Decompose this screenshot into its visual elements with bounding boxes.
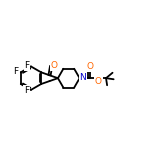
Text: F: F	[24, 86, 29, 95]
Text: F: F	[13, 67, 18, 76]
Text: O: O	[51, 61, 58, 70]
Text: O: O	[95, 77, 102, 86]
Text: N: N	[79, 73, 86, 82]
Text: F: F	[24, 61, 29, 70]
Text: O: O	[87, 62, 94, 71]
